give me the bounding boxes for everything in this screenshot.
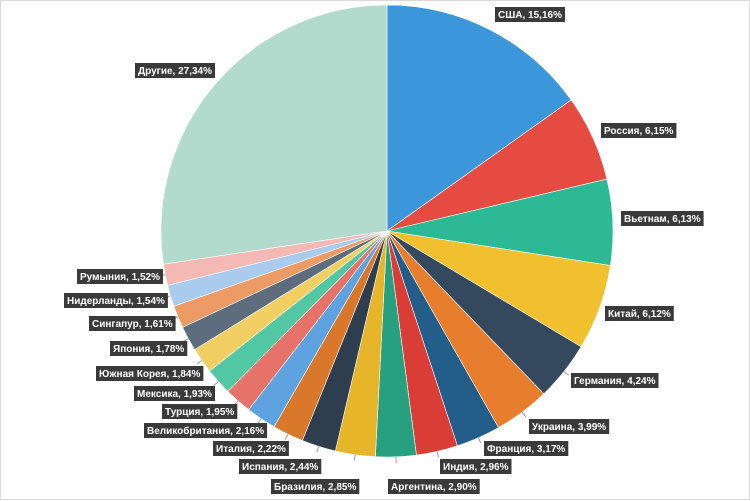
leader-line-spain bbox=[317, 446, 319, 452]
slice-label-vietnam: Вьетнам, 6,13% bbox=[624, 214, 701, 225]
leader-line-mexico bbox=[214, 382, 219, 386]
leader-line-italy bbox=[285, 434, 288, 439]
slice-label-spain: Испания, 2,44% bbox=[242, 462, 318, 473]
slice-label-mexico: Мексика, 1,93% bbox=[137, 389, 212, 400]
pie-slices bbox=[161, 5, 613, 457]
slice-label-japan: Япония, 1,78% bbox=[113, 344, 184, 355]
leader-line-uk bbox=[258, 419, 261, 424]
slice-label-netherlands: Нидерланды, 1,54% bbox=[67, 296, 165, 307]
slice-label-india: Индия, 2,96% bbox=[443, 462, 509, 473]
slice-label-argentina: Аргентина, 2,90% bbox=[391, 482, 477, 493]
slice-label-brazil: Бразилия, 2,85% bbox=[274, 482, 356, 493]
slice-label-turkey: Турция, 1,95% bbox=[165, 407, 234, 418]
slice-label-romania: Румыния, 1,52% bbox=[80, 272, 160, 283]
slice-label-singapore: Сингапур, 1,61% bbox=[92, 319, 173, 330]
pie-slice-other bbox=[161, 5, 387, 264]
slice-label-china: Китай, 6,12% bbox=[608, 309, 671, 320]
leader-line-india bbox=[437, 451, 438, 457]
slice-label-other: Другие, 27,34% bbox=[138, 66, 212, 77]
slice-label-uk: Великобритания, 2,16% bbox=[147, 425, 264, 437]
slice-label-south-korea: Южная Корея, 1,84% bbox=[99, 369, 200, 380]
leader-line-france bbox=[478, 438, 480, 444]
slice-label-russia: Россия, 6,15% bbox=[604, 126, 674, 137]
slice-label-ukraine: Украина, 3,99% bbox=[532, 422, 606, 433]
leader-line-south-korea bbox=[197, 361, 202, 364]
leader-line-germany bbox=[564, 372, 569, 376]
leader-line-brazil bbox=[354, 455, 355, 461]
slice-label-france: Франция, 3,17% bbox=[487, 444, 565, 455]
leader-line-ukraine bbox=[522, 412, 526, 417]
slice-label-usa: США, 15,16% bbox=[498, 10, 562, 21]
slice-label-italy: Италия, 2,22% bbox=[216, 444, 286, 455]
slice-label-germany: Германия, 4,24% bbox=[574, 376, 656, 387]
